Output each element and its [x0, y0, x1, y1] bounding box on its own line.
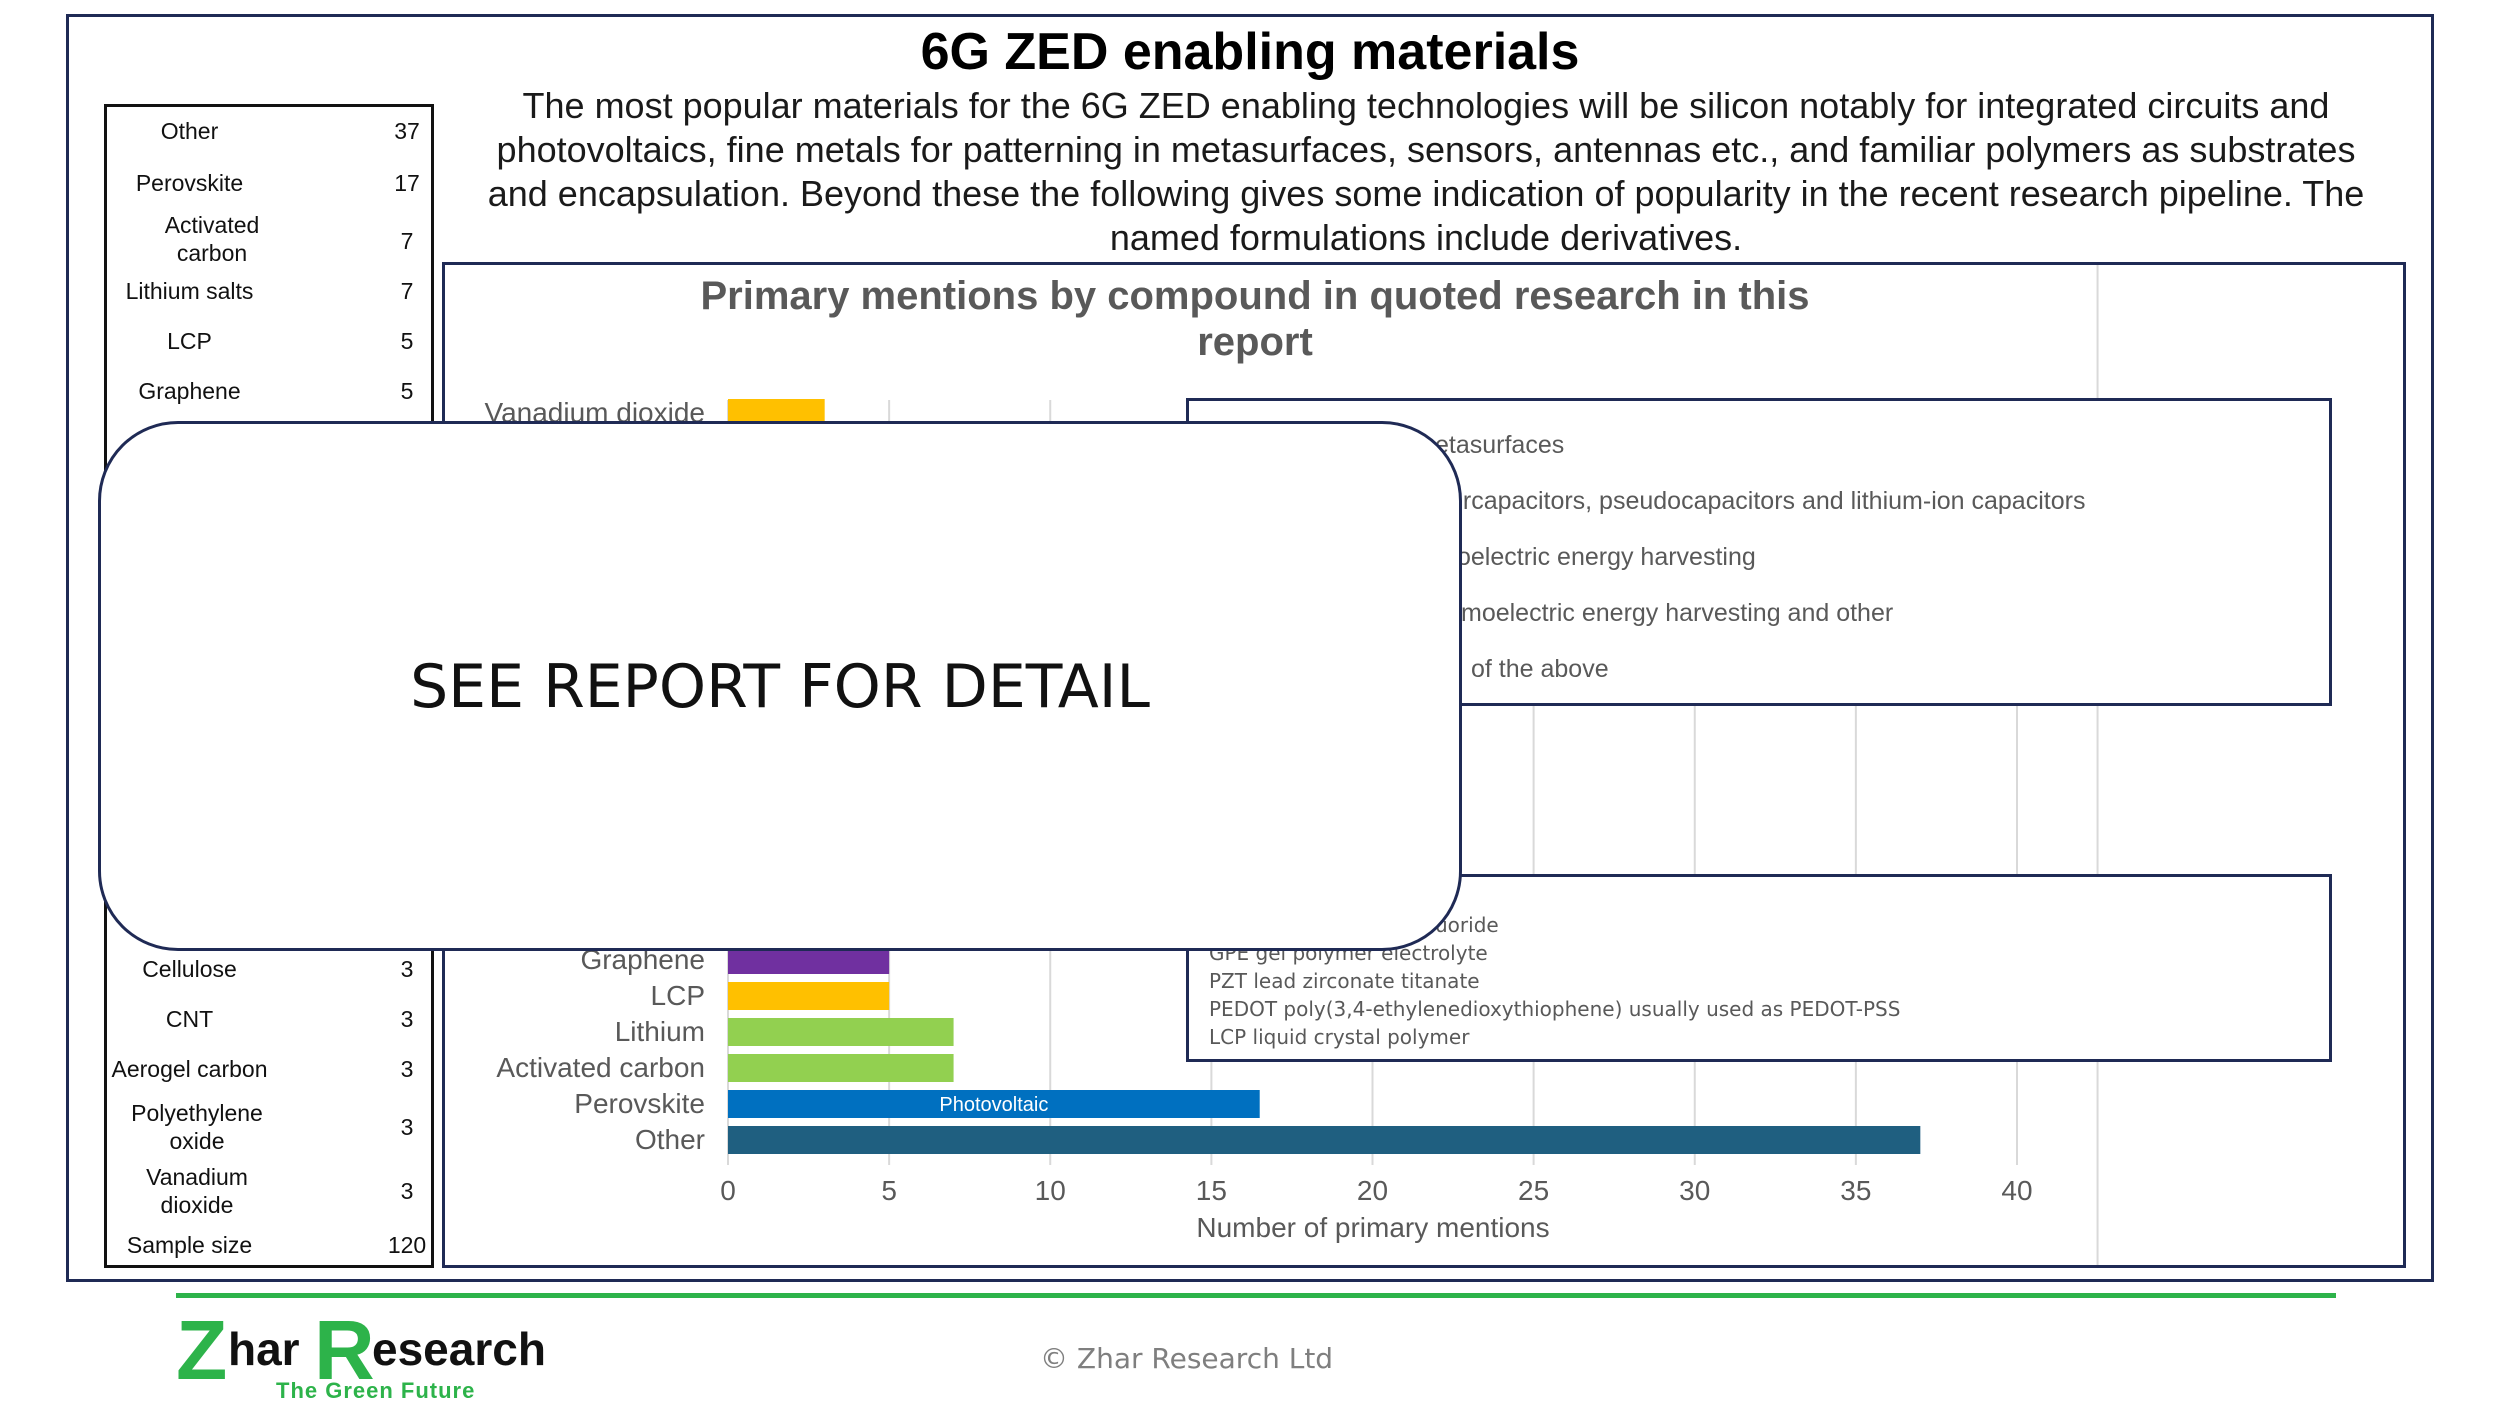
table-cell-name: Activated carbon: [164, 212, 260, 266]
legend-item: oelectric energy harvesting: [1457, 543, 1756, 571]
bar-category-label: Lithium: [615, 1016, 705, 1047]
table-cell-value: 3: [400, 956, 414, 982]
bar-category-label: LCP: [651, 980, 705, 1011]
logo-text-har: har: [228, 1323, 300, 1375]
table-cell-value: 5: [400, 378, 414, 404]
logo-tagline: The Green Future: [276, 1378, 476, 1403]
bar: [728, 1018, 954, 1046]
table-cell-value: 3: [400, 1056, 414, 1082]
table-cell-name: Sample size: [126, 1232, 253, 1258]
logo-letter-r: R: [314, 1303, 375, 1397]
logo-letter-z: Z: [176, 1303, 228, 1397]
x-tick-label: 0: [720, 1175, 736, 1206]
table-cell-value: 37: [394, 118, 420, 144]
table-cell-name: Aerogel carbon: [111, 1056, 268, 1082]
abbreviation-item: PEDOT poly(3,4-ethylenedioxythiophene) u…: [1209, 997, 1901, 1021]
legend-item: ercapacitors, pseudocapacitors and lithi…: [1449, 487, 2086, 515]
bar: [728, 1090, 1260, 1118]
bar-category-label: Perovskite: [574, 1088, 705, 1119]
table-cell-value: 5: [400, 328, 414, 354]
table-cell-value: 7: [400, 228, 414, 254]
x-tick-label: 35: [1840, 1175, 1871, 1206]
bar: [728, 982, 890, 1010]
x-tick-label: 5: [881, 1175, 897, 1206]
x-tick-label: 20: [1357, 1175, 1388, 1206]
abbreviation-item: LCP liquid crystal polymer: [1209, 1025, 1470, 1049]
report-overlay-panel: SEE REPORT FOR DETAIL: [98, 421, 1462, 951]
table-cell-value: 7: [400, 278, 414, 304]
bar: [728, 1126, 1921, 1154]
legend-item: etasurfaces: [1435, 431, 1565, 459]
table-cell-name: LCP: [167, 328, 212, 354]
x-axis-label: Number of primary mentions: [1196, 1212, 1549, 1243]
legend-item: of the above: [1471, 655, 1609, 683]
x-tick-label: 15: [1196, 1175, 1227, 1206]
table-cell-value: 3: [400, 1114, 414, 1140]
x-tick-label: 40: [2001, 1175, 2032, 1206]
logo-text-esearch: esearch: [372, 1323, 546, 1375]
copyright-text: © Zhar Research Ltd: [1040, 1342, 1334, 1375]
bar-data-label: Photovoltaic: [939, 1094, 1048, 1116]
table-cell-name: Polyethylene oxide: [131, 1100, 263, 1154]
x-tick-label: 10: [1035, 1175, 1066, 1206]
table-cell-name: Perovskite: [135, 170, 244, 196]
intro-paragraph: The most popular materials for the 6G ZE…: [487, 85, 2365, 258]
bar: [728, 1054, 954, 1082]
table-cell-name: Vanadium dioxide: [146, 1164, 248, 1218]
chart-title: Primary mentions by compound in quoted r…: [700, 274, 1809, 318]
zhar-research-logo: Z har R esearch The Green Future: [176, 1300, 556, 1406]
legend-item: moelectric energy harvesting and other: [1461, 599, 1894, 627]
table-cell-name: Graphene: [138, 378, 241, 404]
table-cell-name: Lithium salts: [125, 278, 254, 304]
bar-category-label: Activated carbon: [496, 1052, 705, 1083]
table-cell-value: 120: [387, 1232, 427, 1258]
bar-category-label: Other: [635, 1124, 705, 1155]
x-tick-label: 25: [1518, 1175, 1549, 1206]
table-cell-value: 3: [400, 1178, 414, 1204]
overlay-message: SEE REPORT FOR DETAIL: [410, 652, 1150, 722]
table-cell-name: CNT: [165, 1006, 214, 1032]
table-cell-name: Other: [160, 118, 219, 144]
table-cell-name: Cellulose: [142, 956, 237, 982]
chart-title-line2: report: [1197, 320, 1313, 364]
table-cell-value: 17: [394, 170, 420, 196]
footer-divider: [176, 1293, 2336, 1298]
table-cell-value: 3: [400, 1006, 414, 1032]
page-title: 6G ZED enabling materials: [920, 23, 1580, 81]
slide-frame: [66, 14, 2434, 1282]
x-tick-label: 30: [1679, 1175, 1710, 1206]
abbreviation-item: PZT lead zirconate titanate: [1209, 969, 1480, 993]
